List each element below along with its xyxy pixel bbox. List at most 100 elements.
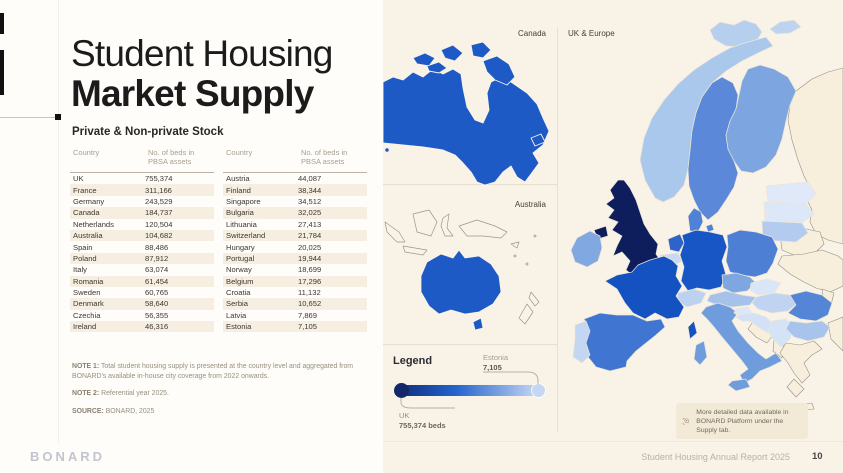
legend-connectors [400,371,539,409]
legend-max-country: UK [399,411,410,420]
country-iceland [709,20,763,48]
table-row: Ireland 46,316 [70,321,214,333]
country-france [604,255,685,320]
table-row: Germany 243,529 [70,196,214,207]
country-cell: Finland [226,185,251,195]
country-cell: Belgium [226,276,254,286]
beds-cell: 21,784 [298,231,322,241]
title-rule-square [55,114,61,120]
table-row: Latvia 7,869 [223,310,367,321]
country-finland [725,64,797,174]
beds-cell: 58,640 [145,299,169,309]
table-row: Austria 44,087 [223,173,367,184]
beds-cell: 46,316 [145,322,169,332]
platform-callout: More detailed data available in BONARD P… [676,403,808,439]
country-cell: Latvia [226,310,247,320]
country-cell: Croatia [226,288,251,298]
divider-canada-australia [383,184,557,185]
beds-cell: 184,737 [145,208,173,218]
legend-gradient-bar [395,385,545,396]
legend-min-label: Estonia 7,105 [483,353,508,373]
beds-cell: 56,355 [145,310,169,320]
country-cell: Norway [226,265,252,275]
table-row: Sweden 60,765 [70,287,214,298]
europe-map-label: UK & Europe [568,29,615,38]
country-cell: Singapore [226,196,261,206]
beds-cell: 87,912 [145,253,169,263]
table-row: Netherlands 120,504 [70,219,214,230]
country-cell: Netherlands [73,219,114,229]
table-row: Denmark 58,640 [70,298,214,310]
table-row: Switzerland 21,784 [223,229,367,242]
australia-map [384,209,540,331]
table-row: Canada 184,737 [70,207,214,219]
beds-cell: 19,944 [298,253,322,263]
table-row: Finland 38,344 [223,184,367,196]
edge-mark-bottom [0,50,4,95]
beds-cell: 104,682 [145,231,173,241]
beds-cell: 34,512 [298,196,322,206]
country-cell: Switzerland [226,231,266,241]
platform-callout-text: More detailed data available in BONARD P… [696,408,789,434]
table-header: Country No. of beds in PBSA assets [70,148,214,172]
country-cell: Bulgaria [226,208,254,218]
table-row: Portugal 19,944 [223,252,367,265]
supply-table-left: Country No. of beds in PBSA assets UK 755… [70,148,214,333]
table-row: Singapore 34,512 [223,196,367,207]
country-italy [700,302,783,384]
canada-map [383,42,550,186]
legend-max-label: UK 755,374 beds [399,411,446,431]
beds-cell: 38,344 [298,185,322,195]
country-cell: Italy [73,265,87,275]
legend-max-dot [394,383,409,398]
page-title-line1: Student Housing [71,33,333,74]
beds-column-header: No. of beds in PBSA assets [148,148,195,166]
supply-table-right: Country No. of beds in PBSA assets Austr… [223,148,367,333]
beds-cell: 755,374 [145,174,173,184]
country-estonia [765,181,817,205]
country-cell: Lithuania [226,219,257,229]
beds-cell: 44,087 [298,174,322,184]
country-cell: Romania [73,276,104,286]
country-cell: Poland [73,253,97,263]
country-greece-peloponnese [786,378,805,398]
beds-cell: 60,765 [145,288,169,298]
beds-cell: 11,132 [298,288,321,298]
title-rule [0,117,57,118]
page-subtitle: Private & Non-private Stock [72,126,224,138]
table-row: Belgium 17,296 [223,275,367,287]
country-germany [679,229,728,292]
country-ireland [570,230,603,268]
oceania-outlines [384,209,540,325]
beds-cell: 7,105 [298,322,318,332]
country-cell: Sweden [73,288,101,298]
country-cell: Ireland [73,322,97,332]
country-denmark [687,207,704,233]
page-title: Student Housing Market Supply [71,34,333,114]
country-cell: Austria [226,174,250,184]
beds-cell: 88,486 [145,242,169,252]
country-cell: Germany [73,196,105,206]
country-netherlands [667,233,685,253]
note-2: NOTE 2: Referential year 2025. [72,390,169,397]
divider-footer [383,441,843,442]
country-croatia [735,312,775,334]
platform-zoom-icon [682,417,690,424]
country-poland [725,229,779,278]
page-title-line2: Market Supply [71,73,314,114]
table-row: Spain 88,486 [70,241,214,252]
notes-block: NOTE 1: Total student housing supply is … [72,362,358,424]
table-row: Bulgaria 32,025 [223,207,367,219]
australia-map-label: Australia [514,200,546,209]
beds-cell: 27,413 [298,219,322,229]
beds-cell: 243,529 [145,196,173,206]
beds-cell: 17,296 [298,276,322,286]
country-cell: Serbia [226,299,248,309]
country-cell: Canada [73,208,100,218]
table-row: Serbia 10,652 [223,298,367,310]
country-corsica [687,320,698,340]
country-ukraine [777,249,843,293]
beds-cell: 20,025 [298,242,322,252]
table-row: Poland 87,912 [70,252,214,265]
